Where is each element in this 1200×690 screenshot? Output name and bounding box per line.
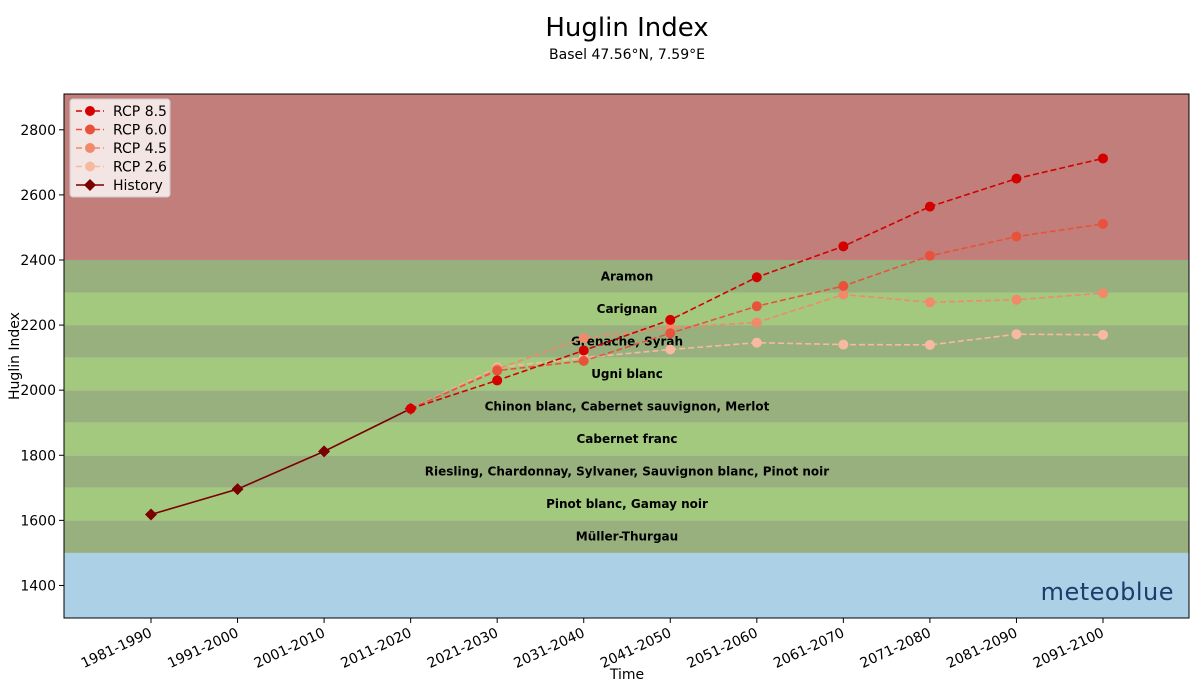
point-rcp-4-5-4	[751, 317, 762, 328]
band-8	[64, 292, 1189, 326]
x-tick-label-9: 2071-2080	[858, 625, 934, 672]
point-rcp-2-6-8	[1098, 329, 1108, 340]
legend-label-rcp-2-6: RCP 2.6	[113, 160, 167, 176]
point-rcp-6-0-2	[578, 355, 589, 366]
point-history-0	[145, 508, 157, 521]
x-tick-label-1: 1991-2000	[165, 625, 241, 672]
point-rcp-4-5-6	[924, 297, 935, 308]
point-rcp-4-5-8	[1098, 288, 1108, 299]
point-rcp-6-0-5	[838, 281, 849, 292]
band-label-1: Müller-Thurgau	[576, 530, 678, 544]
y-tick-label-1400: 1400	[20, 578, 56, 594]
x-tick-label-8: 2061-2070	[771, 625, 847, 672]
point-rcp-8-5-5	[838, 241, 849, 252]
band-1	[64, 520, 1189, 553]
y-tick-label-2200: 2200	[20, 318, 56, 334]
band-7	[64, 325, 1189, 358]
point-history-1	[231, 483, 244, 496]
x-tick-label-4: 2021-2030	[425, 625, 501, 672]
band-9	[64, 259, 1189, 293]
y-axis: 1400 1600 1800 2000 2200 2400 2600 2800	[20, 123, 64, 594]
x-tick-label-2: 2001-2010	[252, 625, 328, 672]
point-rcp-6-0-4	[751, 301, 762, 312]
x-tick-label-7: 2051-2060	[685, 625, 761, 672]
point-rcp-8-5-6	[924, 201, 935, 212]
y-tick-label-2800: 2800	[20, 123, 56, 139]
band-label-3: Riesling, Chardonnay, Sylvaner, Sauvigno…	[425, 465, 829, 479]
point-rcp-6-0-1	[492, 365, 503, 376]
point-rcp-8-5-2	[578, 345, 589, 356]
x-tick-label-5: 2031-2040	[511, 625, 587, 672]
point-rcp-8-5-3	[665, 314, 676, 325]
point-rcp-2-6-4	[751, 337, 762, 348]
y-tick-label-1600: 1600	[20, 513, 56, 529]
point-rcp-2-6-6	[924, 339, 935, 350]
band-label-9: Aramon	[601, 269, 654, 283]
point-rcp-2-6-7	[1011, 329, 1022, 340]
chart-title: Huglin Index	[545, 13, 708, 43]
point-rcp-4-5-7	[1011, 294, 1022, 305]
legend-marker-history	[84, 179, 96, 191]
band-label-6: Ugni blanc	[591, 367, 663, 381]
point-rcp-6-0-7	[1011, 231, 1022, 242]
x-axis-label: Time	[609, 667, 644, 683]
band-label-2: Pinot blanc, Gamay noir	[546, 497, 708, 511]
legend-label-rcp-6-0: RCP 6.0	[113, 123, 167, 139]
point-rcp-2-6-3	[665, 344, 676, 355]
y-tick-label-2400: 2400	[20, 253, 56, 269]
x-tick-label-6: 2041-2050	[598, 625, 674, 672]
y-axis-label: Huglin Index	[7, 312, 23, 400]
y-tick-label-2000: 2000	[20, 383, 56, 399]
band-label-8: Carignan	[597, 302, 658, 316]
chart-subtitle: Basel 47.56°N, 7.59°E	[549, 47, 705, 63]
band-2	[64, 487, 1189, 521]
y-tick-label-1800: 1800	[20, 448, 56, 464]
point-rcp-6-0-8	[1098, 218, 1108, 229]
x-tick-label-0: 1981-1990	[79, 625, 155, 672]
y-tick-label-2600: 2600	[20, 188, 56, 204]
series-layer	[145, 153, 1108, 521]
legend-marker-rcp-2-6	[85, 161, 95, 172]
band-0	[64, 552, 1189, 618]
legend-label-rcp-8-5: RCP 8.5	[113, 104, 167, 120]
point-rcp-6-0-3	[665, 328, 676, 339]
plot-frame	[63, 93, 1190, 619]
band-layer	[64, 94, 1189, 618]
band-label-4: Cabernet franc	[576, 432, 677, 446]
x-axis: 1981-1990 1991-2000 2001-2010 2011-2020 2021…	[79, 618, 1107, 672]
legend-marker-rcp-6-0	[85, 124, 95, 135]
band-label-layer: Müller-Thurgau Pinot blanc, Gamay noir Rie…	[425, 269, 829, 543]
series-line-history	[150, 407, 411, 516]
legend: RCP 8.5 RCP 6.0 RCP 4.5 RCP 2.6 History	[69, 98, 171, 198]
band-5	[64, 390, 1189, 423]
point-rcp-2-6-5	[838, 339, 849, 350]
point-rcp-4-5-5	[838, 289, 849, 300]
point-rcp-8-5-1	[492, 375, 503, 386]
point-history-2	[318, 445, 331, 458]
x-tick-label-3: 2011-2020	[338, 625, 414, 672]
point-rcp-6-0-6	[924, 250, 935, 261]
legend-label-history: History	[113, 178, 163, 194]
point-rcp-8-5-4	[751, 272, 762, 283]
band-label-5: Chinon blanc, Cabernet sauvignon, Merlot	[485, 399, 770, 413]
legend-marker-rcp-4-5	[85, 143, 95, 153]
band-4	[64, 422, 1189, 456]
band-6	[64, 357, 1189, 391]
x-tick-label-11: 2091-2100	[1031, 625, 1107, 672]
legend-label-rcp-4-5: RCP 4.5	[113, 141, 167, 157]
point-rcp-4-5-2	[578, 333, 589, 344]
legend-box	[69, 98, 171, 198]
meteoblue-logo: meteoblue	[1041, 578, 1174, 606]
point-rcp-8-5-0	[405, 403, 416, 414]
point-rcp-8-5-8	[1098, 153, 1108, 164]
band-10	[64, 94, 1189, 260]
point-rcp-8-5-7	[1011, 173, 1022, 184]
legend-marker-rcp-8-5	[85, 106, 95, 116]
x-tick-label-10: 2081-2090	[944, 625, 1020, 672]
